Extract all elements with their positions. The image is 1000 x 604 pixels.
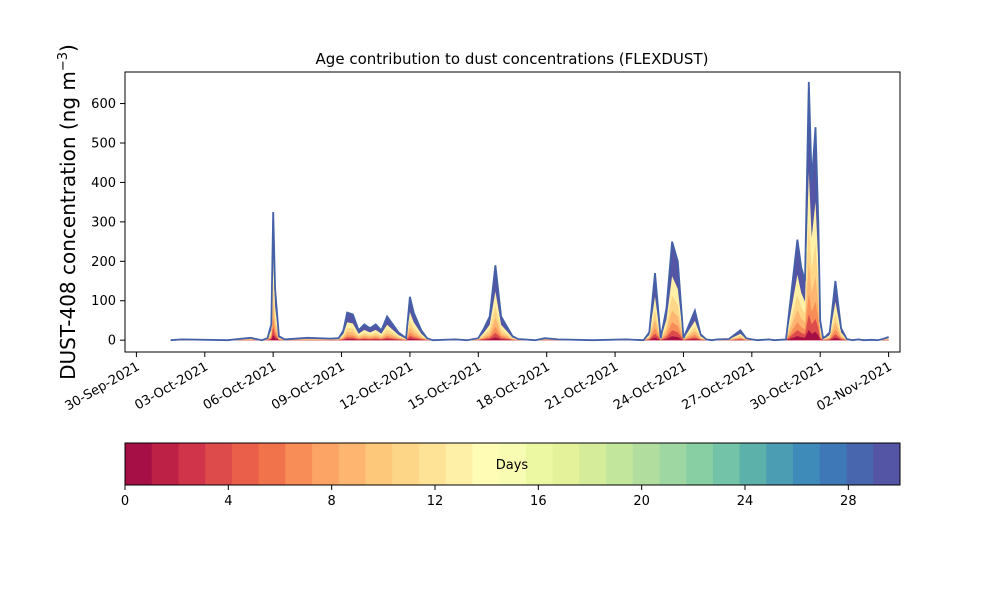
colorbar-cell [285,443,313,485]
colorbar-cell [525,443,554,485]
colorbar-cell [418,443,447,485]
colorbar-cell [392,443,420,485]
y-axis-label: DUST-408 concentration (ng m−3) [56,44,80,380]
colorbar-label: Days [496,458,529,473]
colorbar-cell [125,443,153,485]
colorbar-frame [124,442,901,486]
y-axis-label-close: ) [56,44,80,52]
colorbar-cell [793,443,821,485]
colorbar [125,443,901,485]
y-axis-label-main: DUST-408 concentration (ng m [56,71,80,380]
x-tick-label: 21-Oct-2021 [543,359,621,413]
age-band-area [170,81,889,341]
colorbar-tick-label: 4 [224,494,232,509]
colorbar-cell [686,443,714,485]
colorbar-cell [338,443,367,485]
y-tick-label: 300 [91,215,116,230]
colorbar-cell [499,443,527,485]
plot-frame [124,71,901,353]
y-tick-label: 100 [91,294,116,309]
y-axis: 0 100 200 300 400 500 600 [91,97,125,349]
x-tick-label: 02-Nov-2021 [814,359,894,414]
y-axis-label-superscript: −3 [56,52,71,71]
chart-title: Age contribution to dust concentrations … [316,50,709,68]
colorbar-cell [312,443,340,485]
x-tick-label: 12-Oct-2021 [338,359,416,413]
colorbar-cell [819,443,848,485]
colorbar-cell [873,443,901,485]
colorbar-cell [659,443,687,485]
colorbar-cell [258,443,286,485]
x-tick-label: 09-Oct-2021 [269,359,347,413]
colorbar-tick-label: 12 [427,494,444,509]
total-concentration-line [170,81,889,342]
x-tick-label: 15-Oct-2021 [406,359,484,413]
total-line-layer [170,81,889,342]
x-tick-label: 06-Oct-2021 [201,359,279,413]
colorbar-cell [472,443,500,485]
colorbar-cell [231,443,260,485]
colorbar-cell [365,443,393,485]
x-tick-label: 27-Oct-2021 [679,359,757,413]
colorbar-cell [445,443,473,485]
y-tick-label: 200 [91,255,116,270]
colorbar-axis: 0 4 8 12 16 20 24 28 [121,485,857,509]
y-tick-label: 600 [91,97,116,112]
colorbar-tick-label: 8 [328,494,336,509]
x-tick-label: 30-Oct-2021 [748,359,826,413]
age-band-area [170,329,889,341]
colorbar-cell [712,443,741,485]
y-tick-label: 400 [91,176,116,191]
age-band-area [170,172,889,341]
colorbar-cell [151,443,179,485]
colorbar-tick-label: 20 [633,494,650,509]
x-tick-label: 18-Oct-2021 [474,359,552,413]
colorbar-cell [178,443,206,485]
colorbar-cell [579,443,607,485]
colorbar-cell [846,443,874,485]
area-layer [170,81,889,341]
colorbar-cell [205,443,233,485]
x-axis: 30-Sep-202103-Oct-202106-Oct-202109-Oct-… [63,352,895,414]
colorbar-tick-label: 16 [530,494,547,509]
x-tick-label: 03-Oct-2021 [132,359,210,413]
colorbar-cell [739,443,767,485]
y-tick-label: 0 [108,334,116,349]
y-tick-label: 500 [91,136,116,151]
colorbar-tick-label: 24 [737,494,754,509]
colorbar-cell [632,443,660,485]
colorbar-tick-label: 0 [121,494,129,509]
colorbar-cell [766,443,794,485]
colorbar-tick-label: 28 [840,494,857,509]
x-tick-label: 24-Oct-2021 [611,359,689,413]
colorbar-cell [606,443,634,485]
colorbar-cell [552,443,580,485]
